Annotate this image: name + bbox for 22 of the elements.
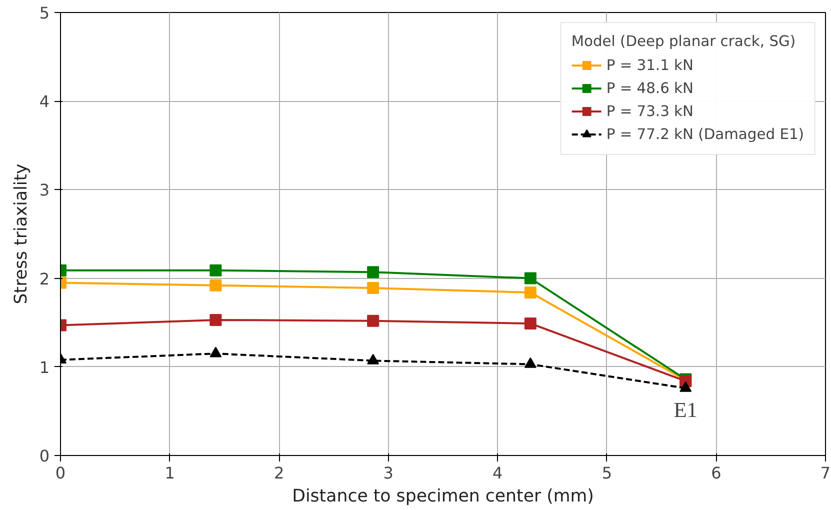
y-tick-label: 2 [39, 269, 50, 288]
x-tick-label: 4 [492, 464, 503, 482]
x-tick-label: 3 [383, 464, 394, 482]
y-tick-label: 5 [39, 4, 50, 22]
x-tick-label: 6 [711, 464, 722, 482]
legend-title: Model (Deep planar crack, SG) [571, 33, 797, 50]
x-tick-label: 1 [164, 464, 175, 482]
legend-label: P = 48.6 kN [606, 80, 694, 96]
y-tick-label: 0 [39, 446, 50, 466]
legend-label: P = 77.2 kN (Damaged E1) [606, 126, 804, 142]
x-tick-label: 5 [602, 464, 612, 482]
y-tick-label: 1 [39, 358, 50, 377]
legend-label: P = 31.1 kN [606, 56, 694, 74]
annotation: E1 [674, 398, 698, 422]
y-tick-label: 3 [39, 180, 50, 200]
x-axis-title: Distance to specimen center (mm) [292, 486, 594, 506]
x-tick-label: 7 [820, 464, 831, 482]
y-axis-title: Stress triaxiality [11, 164, 32, 304]
x-tick-label: 2 [274, 464, 284, 482]
y-tick-label: 4 [39, 92, 50, 112]
legend-label: P = 73.3 kN [606, 102, 694, 120]
x-tick-label: 0 [55, 464, 66, 482]
